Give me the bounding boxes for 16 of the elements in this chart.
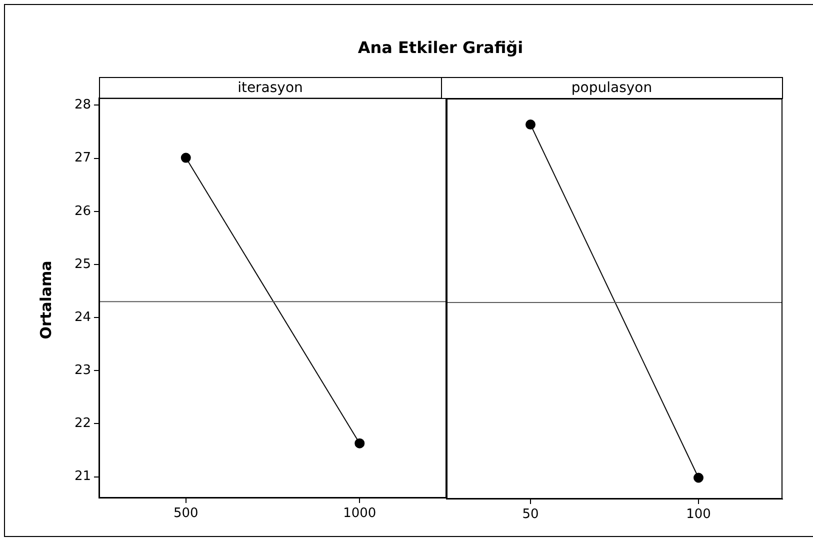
y-tick-label: 26 [74,204,91,219]
y-tick-label: 27 [74,150,91,166]
chart-subtitle: populasyon [440,77,783,99]
chart-title: Ana Etkiler Grafiği [356,38,524,57]
x-tick-label: 500 [173,506,198,522]
chart-subtitle: iterasyon [99,77,442,99]
y-tick-label: 24 [74,310,91,326]
x-tick-label: 100 [686,506,710,522]
y-tick-label: 28 [74,98,91,113]
y-tick-label: 25 [74,257,91,272]
y-tick-label: 21 [74,469,91,484]
y-axis-title: Ortalama [37,260,55,340]
x-tick-label: 50 [522,506,538,522]
y-tick-label: 23 [74,363,91,378]
y-tick-label: 22 [74,416,91,432]
x-tick-label: 1000 [343,506,376,522]
